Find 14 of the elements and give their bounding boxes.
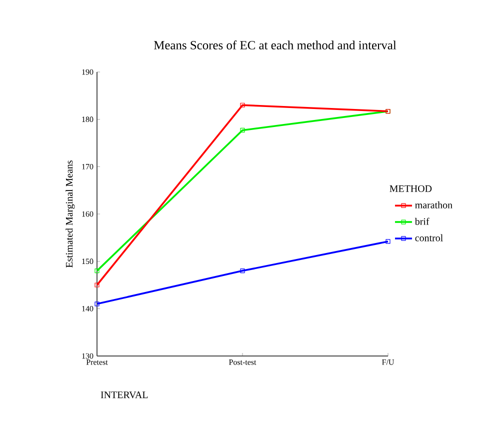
point	[240, 128, 245, 133]
point	[94, 282, 100, 288]
chart-title: Means Scores of EC at each method and interval	[154, 40, 396, 50]
point	[386, 239, 390, 244]
point	[240, 268, 245, 274]
y-axis-title: Estimated Marginal Means	[66, 160, 75, 268]
legend-label: control	[415, 234, 443, 242]
point	[94, 302, 100, 306]
point	[94, 268, 100, 274]
legend-label: marathon	[415, 201, 452, 208]
legend-title: METHOD	[390, 185, 432, 192]
legend-label: brif	[414, 218, 430, 225]
point	[240, 102, 245, 108]
x-axis-title: INTERVAL	[100, 392, 148, 398]
